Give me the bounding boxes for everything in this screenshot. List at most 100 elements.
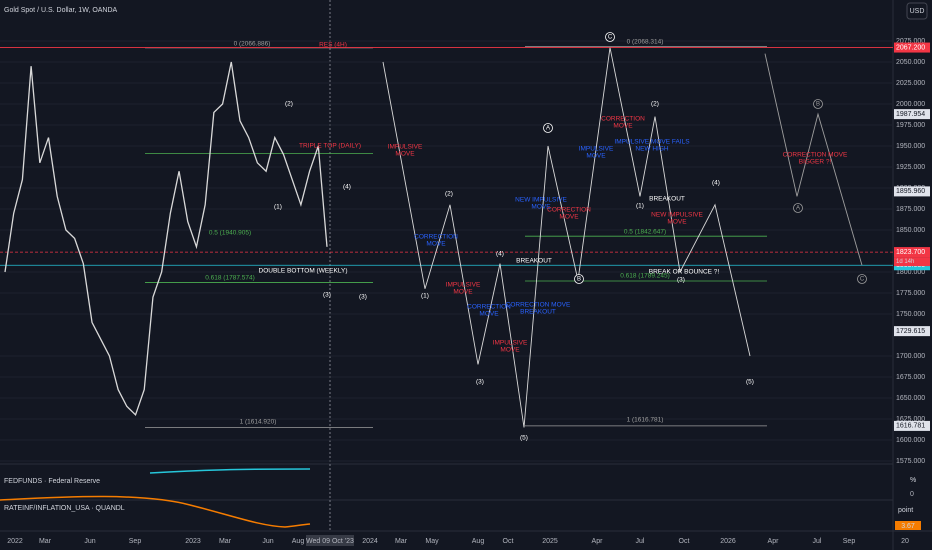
annotation-line: MOVE: [395, 150, 415, 157]
currency-button[interactable]: [906, 2, 928, 20]
annotation-line: BIGGER ?!: [799, 158, 832, 165]
annotation: (4): [343, 184, 351, 191]
currency[interactable]: USD: [910, 8, 925, 15]
annotation: IMPULSIVE MOVE FAILS NEW HIGH: [614, 138, 690, 152]
annotation: (5): [520, 435, 528, 442]
time-tick-label: 2022: [7, 538, 23, 545]
annotation-line: MOVE: [500, 346, 520, 353]
wave-circle: [793, 203, 803, 213]
time-tick-label: Oct: [679, 538, 690, 545]
wave-circle: [813, 99, 823, 109]
annotation-line: BREAKOUT: [520, 308, 556, 315]
annotation: IMPULSIVE MOVE: [446, 281, 481, 295]
fedfunds-line: [149, 468, 311, 474]
annotation-line: NEW HIGH: [635, 145, 669, 152]
annotation: BREAK OR BOUNCE ?!: [649, 269, 720, 276]
annotation: 0.618 (1787.574): [205, 275, 255, 282]
time-tick-label: 2025: [542, 538, 558, 545]
time-tick-label: Apr: [592, 538, 604, 545]
annotation: RES (4H): [319, 42, 347, 49]
annotation: (1): [274, 204, 282, 211]
price-tick-label: 2075.000: [896, 38, 925, 45]
time-tick-label: Wed 09 Oct '23: [306, 538, 354, 545]
time-tick-label: 20: [901, 538, 909, 545]
time-tick-label: Sep: [129, 538, 142, 545]
annotation-line: CORRECTION MOVE: [783, 151, 848, 158]
pane-zero: 0: [910, 491, 914, 498]
annotation-line: NEW IMPULSIVE: [651, 211, 703, 218]
inflation-line: [0, 495, 311, 528]
annotation: (1): [636, 203, 644, 210]
annotation-line: MOVE: [453, 288, 473, 295]
wave-circle: [857, 274, 867, 284]
annotation: (3): [476, 379, 484, 386]
price-tick-label: 1575.000: [896, 458, 925, 465]
price-label: 1729.615: [896, 328, 925, 335]
annotation: IMPULSIVE MOVE: [579, 145, 614, 159]
price-label: 1987.954: [896, 111, 925, 118]
price-label-bg: [894, 186, 930, 197]
annotation: C: [860, 277, 865, 283]
annotation: CORRECTION MOVE BREAKOUT: [506, 301, 571, 315]
crosshair-date-bg: [306, 535, 354, 546]
annotation: (5): [746, 379, 754, 386]
annotation: (3): [359, 294, 367, 301]
time-tick-label: Oct: [503, 538, 514, 545]
annotation: (3): [677, 277, 685, 284]
countdown: 1d 14h: [896, 259, 914, 265]
annotation-line: NEW IMPULSIVE: [515, 196, 567, 203]
annotation-line: CORRECTION MOVE: [506, 301, 571, 308]
time-tick-label: Jul: [636, 538, 645, 545]
price-label-bg: [894, 247, 930, 258]
annotation-line: MOVE: [479, 310, 499, 317]
annotation-line: CORRECTION: [547, 206, 591, 213]
price-tick-label: 1950.000: [896, 143, 925, 150]
annotation: (1): [421, 293, 429, 300]
price-tick-label: 1650.000: [896, 395, 925, 402]
annotation: DOUBLE BOTTOM (WEEKLY): [259, 268, 348, 275]
time-tick-label: 2024: [362, 538, 378, 545]
annotation: NEW IMPULSIVE MOVE: [651, 211, 703, 225]
annotation-line: CORRECTION: [414, 233, 458, 240]
annotation: A: [796, 206, 800, 212]
price-label-bg: [894, 326, 930, 337]
annotation-line: IMPULSIVE: [388, 143, 423, 150]
wave-circle: [543, 123, 553, 133]
annotation-line: MOVE: [586, 152, 606, 159]
annotation: (2): [445, 191, 453, 198]
annotation: 0 (2066.886): [234, 41, 271, 48]
annotation: 1 (1616.781): [627, 417, 664, 424]
pane-unit: point: [898, 507, 913, 514]
time-tick-label: Mar: [39, 538, 52, 545]
price-label-bg: [894, 109, 930, 120]
annotation: 0.618 (1789.245): [620, 273, 670, 280]
time-tick-label: Mar: [395, 538, 408, 545]
series-line: [764, 53, 863, 266]
wave-circle: [605, 32, 615, 42]
annotation: TRIPLE TOP (DAILY): [299, 143, 361, 150]
time-tick-label: Aug: [472, 538, 485, 545]
pane-title: RATEINF/INFLATION_USA · QUANDL: [4, 505, 125, 512]
annotation: (4): [496, 251, 504, 258]
time-tick-label: Jun: [262, 538, 273, 545]
annotation: 0.5 (1842.647): [624, 229, 666, 236]
annotation: (4): [712, 180, 720, 187]
price-tick-label: 1600.000: [896, 437, 925, 444]
annotation-line: MOVE: [531, 203, 551, 210]
annotation: BREAKOUT: [516, 258, 552, 265]
symbol-title: Gold Spot / U.S. Dollar, 1W, OANDA: [4, 7, 118, 14]
annotation: CORRECTION MOVE: [414, 233, 458, 247]
annotation: CORRECTION MOVE: [601, 115, 645, 129]
annotation: CORRECTION MOVE: [547, 206, 591, 220]
annotation: CORRECTION MOVE BIGGER ?!: [783, 151, 848, 165]
time-tick-label: 2023: [185, 538, 201, 545]
time-tick-label: Aug: [292, 538, 305, 545]
annotation-line: IMPULSIVE: [579, 145, 614, 152]
annotation: 0 (2068.314): [627, 39, 664, 46]
annotation: (2): [651, 101, 659, 108]
time-tick-label: Jun: [84, 538, 95, 545]
annotation-line: MOVE: [559, 213, 579, 220]
annotation: B: [577, 277, 581, 283]
